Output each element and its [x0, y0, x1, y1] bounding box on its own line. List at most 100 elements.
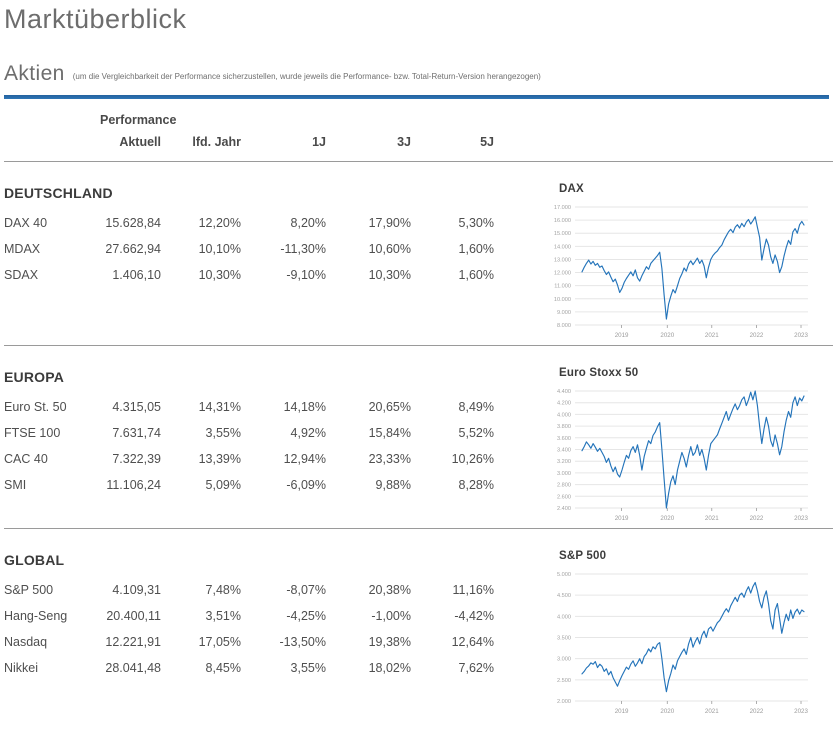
y-axis-tick-label: 3.800 — [557, 424, 571, 430]
table-row: Nasdaq 12.221,91 17,05% -13,50% 19,38% 12,64% — [4, 629, 545, 655]
index-value: 1.406,10 — [112, 268, 161, 282]
subsection-header: Aktien (um die Vergleichbarkeit der Perf… — [4, 62, 833, 86]
column-header-5j: 5J — [480, 135, 494, 149]
price-series-line — [581, 581, 805, 693]
index-value: 12,20% — [198, 216, 241, 230]
index-name: SMI — [4, 478, 27, 492]
index-value: 10,30% — [198, 268, 241, 282]
x-axis-tick-label: 2020 — [660, 515, 674, 522]
x-axis-tick-label: 2019 — [615, 332, 629, 339]
index-value: 5,09% — [205, 478, 241, 492]
index-value: 1,60% — [458, 242, 494, 256]
y-axis-tick-label: 3.600 — [557, 436, 571, 442]
column-header-aktuell: Aktuell — [119, 135, 161, 149]
index-value: 23,33% — [368, 452, 411, 466]
y-axis-tick-label: 5.000 — [557, 572, 571, 578]
index-value: 20,65% — [368, 400, 411, 414]
index-value: -4,25% — [286, 609, 326, 623]
section-chart: DAX 17.000 16.000 15.000 14.000 13.000 12.000 1… — [545, 162, 833, 345]
index-value: 19,38% — [368, 635, 411, 649]
x-axis-tick-label: 2021 — [705, 708, 719, 715]
section-chart: S&P 500 5.000 4.500 4.000 3.500 3.000 2.500 2.0… — [545, 529, 833, 721]
index-value: -6,09% — [286, 478, 326, 492]
x-axis-tick-label: 2020 — [660, 708, 674, 715]
y-axis-tick-label: 4.500 — [557, 593, 571, 599]
table-row: SMI 11.106,24 5,09% -6,09% 9,88% 8,28% — [4, 472, 545, 498]
index-name: DAX 40 — [4, 216, 48, 230]
x-axis-tick-label: 2023 — [794, 515, 808, 522]
index-name: MDAX — [4, 242, 41, 256]
index-value: 11,16% — [452, 583, 494, 597]
y-axis-tick-label: 2.800 — [557, 483, 571, 489]
index-value: 9,88% — [375, 478, 411, 492]
y-axis-tick-label: 2.500 — [557, 678, 571, 684]
index-value: 20,38% — [368, 583, 411, 597]
index-value: -4,42% — [454, 609, 494, 623]
index-value: 7.631,74 — [112, 426, 161, 440]
index-value: -9,10% — [286, 268, 326, 282]
index-value: 17,05% — [198, 635, 241, 649]
x-axis-tick-label: 2022 — [750, 515, 764, 522]
index-value: 7,48% — [205, 583, 241, 597]
table-row: Hang-Seng 20.400,11 3,51% -4,25% -1,00% -4,42… — [4, 603, 545, 629]
price-line-chart: 5.000 4.500 4.000 3.500 3.000 2.500 2.000 2019 2… — [557, 572, 808, 715]
performance-header: Performance Aktuell lfd. Jahr 1J 3J 5J — [4, 99, 545, 161]
index-value: 3,55% — [205, 426, 241, 440]
x-axis-tick-label: 2019 — [615, 708, 629, 715]
y-axis-tick-label: 4.400 — [557, 389, 571, 395]
x-axis-tick-label: 2021 — [705, 332, 719, 339]
index-value: 4.315,05 — [112, 400, 161, 414]
y-axis-tick-label: 4.200 — [557, 401, 571, 407]
index-value: 8,45% — [205, 661, 241, 675]
y-axis-tick-label: 3.500 — [557, 636, 571, 642]
table-row: FTSE 100 7.631,74 3,55% 4,92% 15,84% 5,52% — [4, 420, 545, 446]
y-axis-tick-label: 14.000 — [554, 244, 571, 250]
index-name: S&P 500 — [4, 583, 54, 597]
index-value: 4,92% — [290, 426, 326, 440]
index-value: 5,30% — [458, 216, 494, 230]
y-axis-tick-label: 3.400 — [557, 448, 571, 454]
index-name: Euro St. 50 — [4, 400, 67, 414]
performance-group-label: Performance — [100, 113, 177, 127]
y-axis-tick-label: 4.000 — [557, 614, 571, 620]
index-value: 12,94% — [283, 452, 326, 466]
index-value: 18,02% — [368, 661, 411, 675]
index-value: 13,39% — [198, 452, 241, 466]
y-axis-tick-label: 17.000 — [554, 205, 571, 211]
equities-section-note: (um die Vergleichbarkeit der Performance… — [72, 72, 541, 81]
index-value: -8,07% — [286, 583, 326, 597]
section-chart: Euro Stoxx 50 4.400 4.200 4.000 3.800 3.600 3.… — [545, 346, 833, 528]
y-axis-tick-label: 3.200 — [557, 459, 571, 465]
x-axis-tick-label: 2022 — [750, 332, 764, 339]
index-value: 7,62% — [458, 661, 494, 675]
section-table: GLOBAL S&P 500 4.109,31 7,48% -8,07% 20,38% 11… — [4, 529, 545, 721]
y-axis-tick-label: 10.000 — [554, 297, 571, 303]
section-rows: Euro St. 50 4.315,05 14,31% 14,18% 20,65% 8,4… — [4, 394, 545, 498]
index-name: Hang-Seng — [4, 609, 68, 623]
price-line-chart: 17.000 16.000 15.000 14.000 13.000 12.000 11.0… — [554, 205, 809, 339]
section-rows: DAX 40 15.628,84 12,20% 8,20% 17,90% 5,30% MDA… — [4, 210, 545, 288]
y-axis-tick-label: 11.000 — [554, 284, 571, 290]
y-axis-tick-label: 2.400 — [557, 506, 571, 512]
table-row: MDAX 27.662,94 10,10% -11,30% 10,60% 1,60% — [4, 236, 545, 262]
y-axis-tick-label: 4.000 — [557, 412, 571, 418]
index-value: 11.106,24 — [106, 478, 161, 492]
y-axis-tick-label: 3.000 — [557, 471, 571, 477]
market-section: EUROPA Euro St. 50 4.315,05 14,31% 14,18% 20,… — [4, 345, 833, 528]
table-row: DAX 40 15.628,84 12,20% 8,20% 17,90% 5,30% — [4, 210, 545, 236]
index-value: 10,26% — [451, 452, 494, 466]
column-header-1j: 1J — [312, 135, 326, 149]
index-value: 10,10% — [198, 242, 241, 256]
index-value: 14,31% — [198, 400, 241, 414]
index-value: 28.041,48 — [105, 661, 161, 675]
index-value: 14,18% — [283, 400, 326, 414]
index-value: -13,50% — [279, 635, 326, 649]
section-title: DEUTSCHLAND — [4, 185, 113, 201]
index-value: 15.628,84 — [105, 216, 161, 230]
index-value: -1,00% — [371, 609, 411, 623]
section-table: EUROPA Euro St. 50 4.315,05 14,31% 14,18% 20,… — [4, 346, 545, 528]
section-table: DEUTSCHLAND DAX 40 15.628,84 12,20% 8,20% 17,… — [4, 162, 545, 345]
section-title: GLOBAL — [4, 552, 65, 568]
chart-title: Euro Stoxx 50 — [559, 367, 639, 379]
index-value: 8,49% — [458, 400, 494, 414]
